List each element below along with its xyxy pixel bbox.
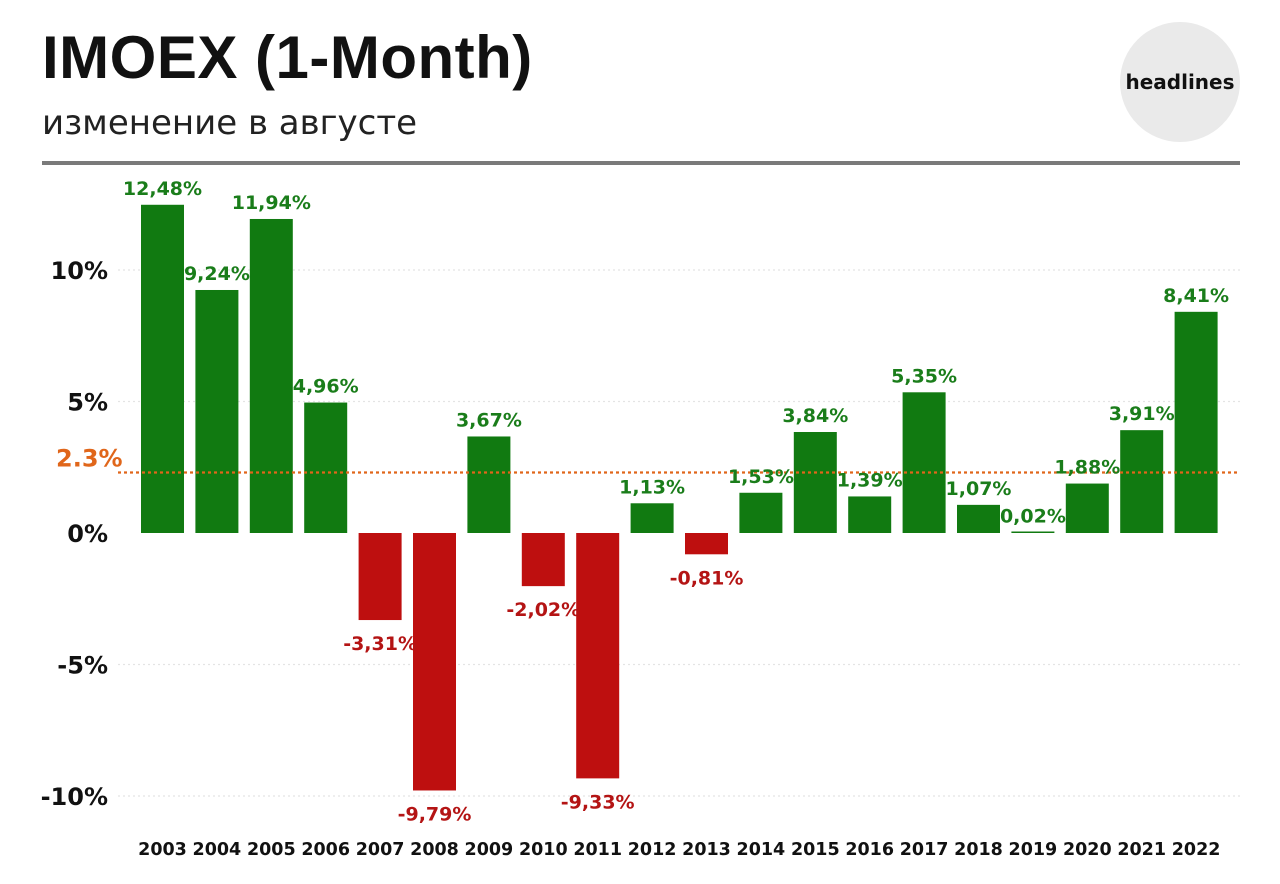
data-label-2020: 1,88% [1054, 457, 1120, 479]
bar-2022 [1174, 311, 1218, 533]
header-divider [42, 161, 1240, 165]
bar-2008 [413, 533, 456, 791]
bar-2004 [195, 289, 239, 533]
y-tick-label: 0% [67, 520, 108, 548]
data-label-2007: -3,31% [343, 633, 417, 655]
x-tick-label: 2012 [628, 840, 677, 860]
bar-2017 [902, 392, 946, 533]
data-label-2003: 12,48% [123, 178, 202, 200]
bar-2014 [739, 492, 783, 533]
headlines-logo: headlines [1120, 22, 1240, 142]
data-label-2004: 9,24% [184, 263, 250, 285]
y-tick-label: -10% [41, 783, 108, 811]
bar-2021 [1120, 430, 1164, 533]
chart-subtitle: изменение в августе [42, 103, 418, 143]
bar-2015 [793, 432, 837, 533]
data-label-2014: 1,53% [728, 466, 794, 488]
data-label-2005: 11,94% [232, 192, 311, 214]
x-tick-label: 2005 [247, 840, 296, 860]
bar-2013 [685, 533, 728, 555]
chart-title: IMOEX (1-Month) [42, 24, 533, 91]
bar-2011 [576, 533, 620, 779]
bar-2019 [1011, 531, 1055, 533]
x-tick-label: 2014 [737, 840, 786, 860]
data-label-2013: -0,81% [670, 567, 744, 589]
data-label-2006: 4,96% [293, 376, 359, 398]
bar-2018 [957, 504, 1000, 533]
data-label-2010: -2,02% [506, 599, 580, 621]
data-label-2012: 1,13% [619, 476, 685, 498]
data-label-2019: 0,02% [1000, 505, 1066, 527]
average-label: 2.3% [56, 445, 123, 473]
bar-2009 [467, 436, 511, 533]
x-tick-label: 2003 [138, 840, 187, 860]
y-tick-label: -5% [57, 652, 108, 680]
x-tick-label: 2018 [954, 840, 1003, 860]
x-tick-label: 2016 [845, 840, 894, 860]
x-tick-label: 2010 [519, 840, 568, 860]
x-tick-label: 2020 [1063, 840, 1112, 860]
x-tick-label: 2015 [791, 840, 840, 860]
data-label-2009: 3,67% [456, 409, 522, 431]
bar-2010 [521, 533, 565, 587]
bar-2012 [630, 503, 674, 533]
x-tick-label: 2006 [301, 840, 350, 860]
data-label-2017: 5,35% [891, 365, 957, 387]
x-tick-label: 2017 [900, 840, 949, 860]
data-label-2008: -9,79% [398, 803, 472, 825]
y-tick-label: 10% [51, 257, 108, 285]
bar-2006 [304, 402, 348, 533]
x-tick-label: 2011 [573, 840, 622, 860]
bar-2020 [1065, 483, 1109, 533]
data-label-2018: 1,07% [946, 478, 1012, 500]
x-tick-label: 2022 [1172, 840, 1221, 860]
data-label-2021: 3,91% [1109, 403, 1175, 425]
y-tick-label: 5% [67, 389, 108, 417]
bar-2016 [848, 496, 892, 533]
data-label-2016: 1,39% [837, 469, 903, 491]
logo-text: headlines [1125, 70, 1235, 94]
x-tick-label: 2007 [356, 840, 405, 860]
x-tick-label: 2021 [1117, 840, 1166, 860]
bar-2003 [141, 204, 184, 533]
bar-2005 [249, 218, 293, 533]
x-tick-label: 2009 [465, 840, 514, 860]
data-label-2011: -9,33% [561, 791, 635, 813]
x-tick-label: 2013 [682, 840, 731, 860]
x-tick-label: 2004 [193, 840, 242, 860]
x-tick-label: 2019 [1009, 840, 1058, 860]
bar-2007 [358, 533, 402, 621]
data-label-2015: 3,84% [782, 405, 848, 427]
data-label-2022: 8,41% [1163, 285, 1229, 307]
x-tick-label: 2008 [410, 840, 459, 860]
